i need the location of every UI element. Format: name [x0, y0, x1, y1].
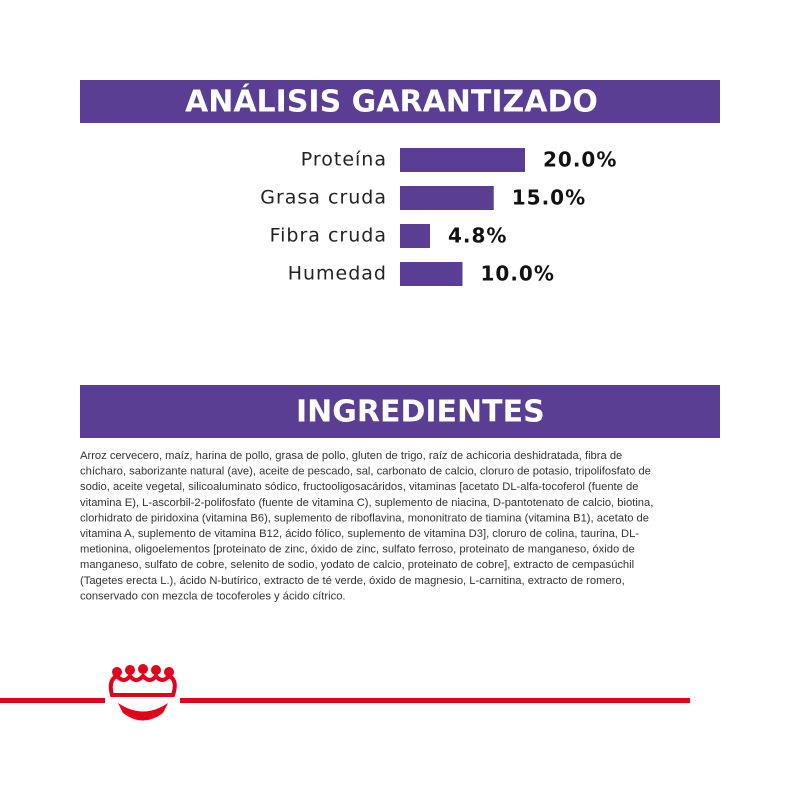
ingredients-line: chícharo, saborizante natural (ave), ace…	[80, 466, 651, 478]
ingredients-text: Arroz cervecero, maíz, harina de pollo, …	[80, 450, 653, 602]
chart-title: ANÁLISIS GARANTIZADO	[185, 84, 598, 120]
divider	[0, 698, 105, 703]
header-band	[80, 385, 720, 438]
ingredients-line: Arroz cervecero, maíz, harina de pollo, …	[80, 450, 622, 462]
ingredients-line: vitamina E), L-ascorbil-2-polifosfato (f…	[80, 497, 653, 509]
value-label: 4.8%	[448, 224, 507, 248]
divider	[180, 698, 690, 703]
category-label: Grasa cruda	[260, 187, 387, 209]
header-band	[80, 80, 720, 123]
category-label: Proteína	[301, 149, 387, 171]
value-label: 20.0%	[543, 148, 617, 172]
ingredients-title: INGREDIENTES	[296, 395, 545, 430]
category-label: Humedad	[288, 263, 387, 285]
bar	[400, 262, 463, 286]
ingredients-line: conservado con mezcla de tocoferoles y á…	[80, 590, 346, 602]
bars: Proteína 20.0% Grasa cruda 15.0% Fibra cruda…	[260, 148, 617, 286]
crown-logo	[108, 664, 177, 721]
ingredients-line: metionina, oligoelementos [proteinato de…	[80, 544, 635, 556]
ingredients-line: vitamina A, suplemento de vitamina B12, …	[80, 528, 639, 540]
bar	[400, 224, 430, 248]
category-label: Fibra cruda	[270, 225, 387, 247]
ingredients-line: manganeso, sulfato de cobre, selenito de…	[80, 559, 634, 571]
ingredients-line: sodio, aceite vegetal, silicoaluminato s…	[80, 481, 638, 493]
ingredients-line: (Tagetes erecta L.), ácido N-butírico, e…	[80, 575, 625, 587]
bar	[400, 148, 525, 172]
value-label: 15.0%	[512, 186, 586, 210]
bar	[400, 186, 494, 210]
ingredients-line: clorhidrato de piridoxina (vitamina B6),…	[80, 512, 649, 524]
value-label: 10.0%	[481, 262, 555, 286]
